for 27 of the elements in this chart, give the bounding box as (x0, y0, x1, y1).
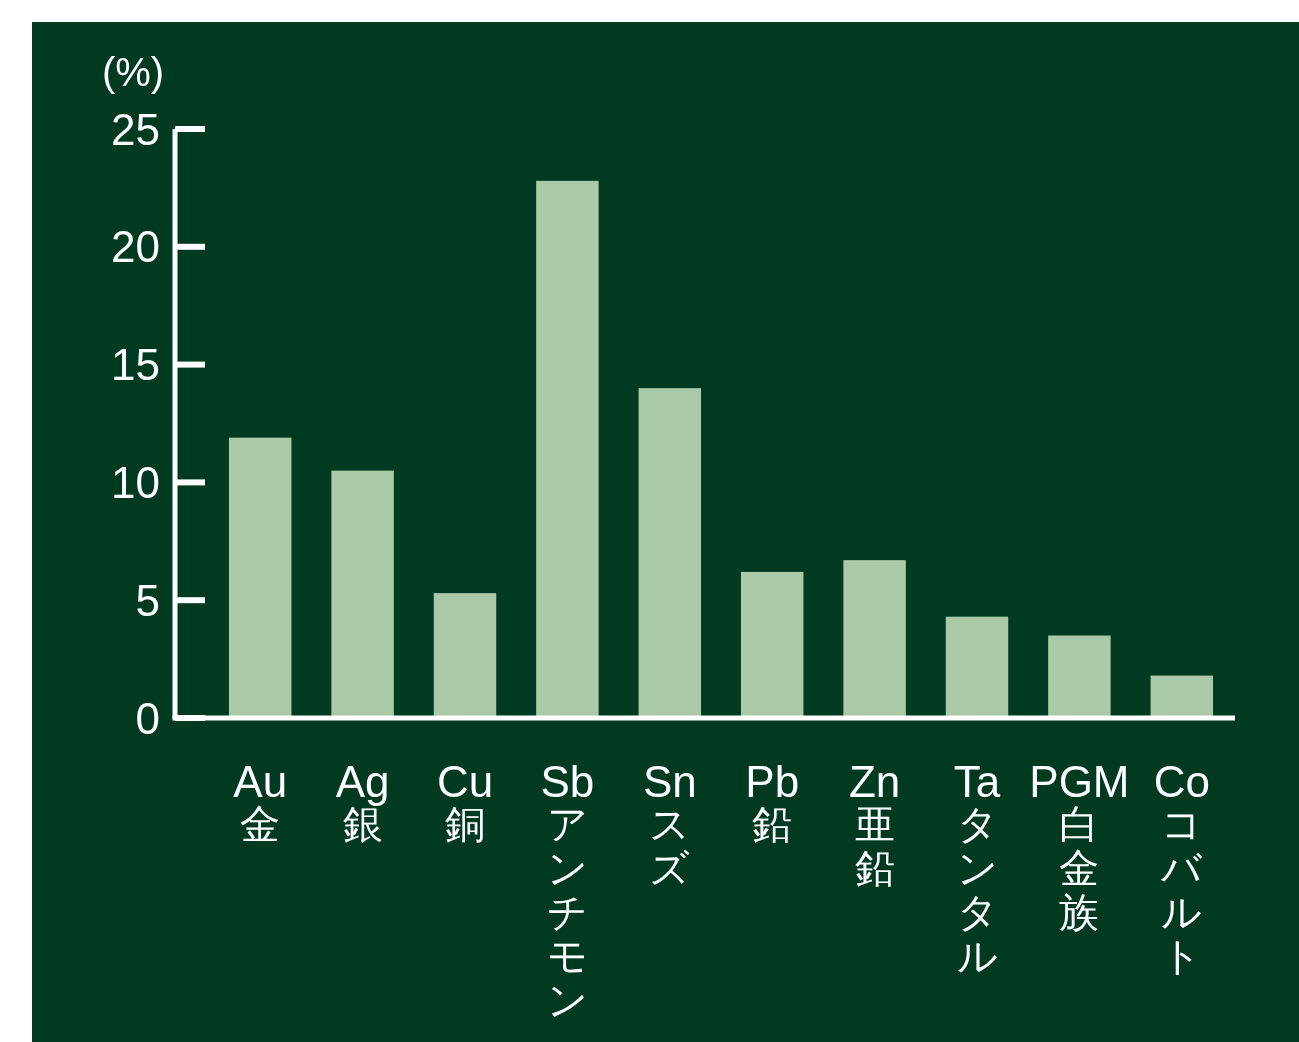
bar (945, 616, 1009, 718)
y-tick-label: 25 (111, 104, 160, 154)
y-tick-label: 20 (111, 222, 160, 272)
bar (228, 437, 292, 718)
x-tick-label: Ta タンタル (953, 756, 1001, 978)
bar (331, 470, 394, 718)
y-tick-label: 5 (135, 575, 160, 625)
bar (433, 593, 497, 718)
x-tick-label: Pb 鉛 (745, 756, 800, 846)
y-tick-label: 10 (111, 457, 160, 507)
bar (638, 388, 702, 718)
x-tick-label: Sb アンチモン (540, 756, 595, 1022)
x-tick-label: Ag 銀 (335, 756, 390, 846)
bar (1048, 635, 1111, 718)
y-tick-label: 0 (135, 693, 160, 743)
x-tick-label: Sn スズ (642, 756, 697, 890)
bar (1150, 675, 1214, 718)
y-axis-title: (%) (101, 50, 165, 94)
x-tick-label: Au 金 (233, 756, 288, 846)
bar (843, 560, 906, 718)
x-tick-label: Co コバルト (1153, 756, 1210, 978)
bar (740, 571, 804, 718)
x-tick-label: PGM 白金族 (1029, 756, 1130, 934)
x-tick-label: Cu 銅 (436, 756, 494, 846)
x-tick-label: Zn 亜鉛 (848, 756, 901, 890)
y-tick-label: 15 (111, 340, 160, 390)
bar (536, 180, 599, 718)
